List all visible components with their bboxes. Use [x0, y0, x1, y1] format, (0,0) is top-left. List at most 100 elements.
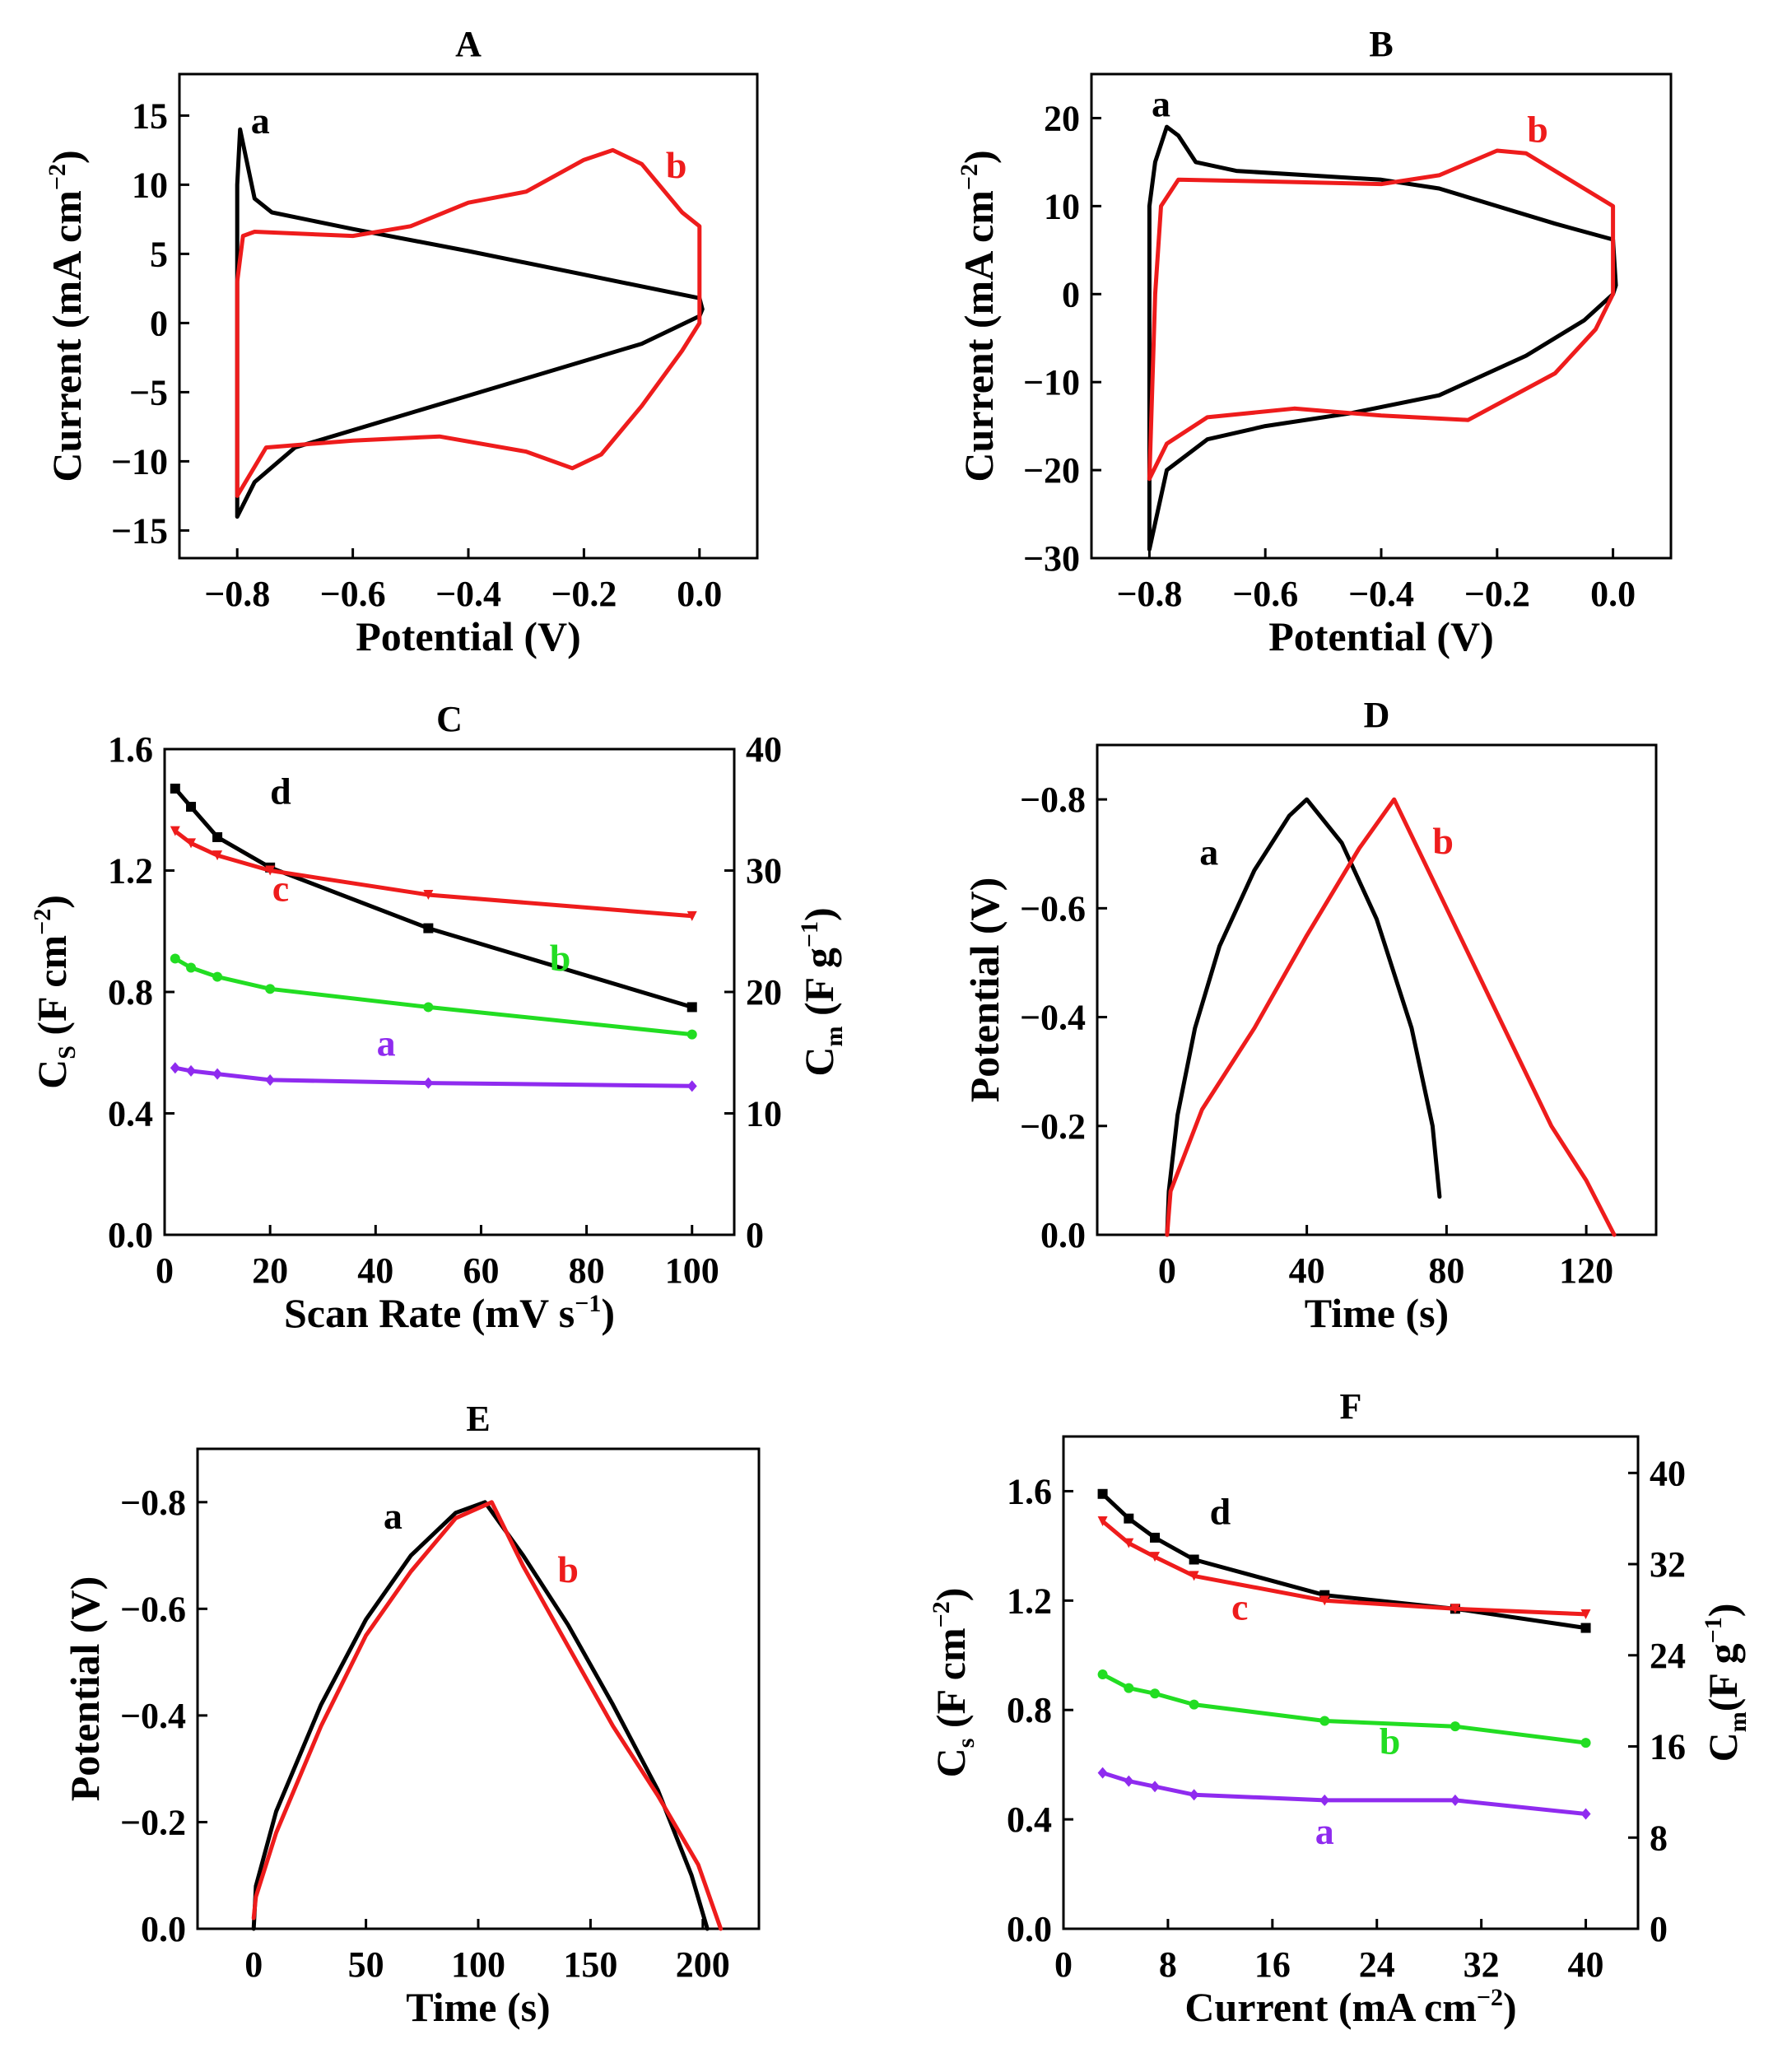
panel-b: B −0.8 −0.6 −0.4 −0.2 0.0 −30 −20 −10 0 10 20 Potent… — [956, 24, 1673, 659]
x-tick-label: 40 — [1568, 1944, 1604, 1985]
x-axis-label: Time (s) — [1305, 1290, 1449, 1336]
y-tick-label: 0.0 — [1007, 1909, 1052, 1949]
data-point-d — [1189, 1554, 1199, 1565]
y2-tick-label: 8 — [1650, 1818, 1668, 1858]
x-tick-label: −0.6 — [320, 574, 386, 614]
series-label-b: b — [557, 1548, 579, 1590]
x-tick-label: 24 — [1359, 1944, 1395, 1985]
data-point-c — [1124, 1538, 1134, 1548]
y-axis-label: Current (mA cm−2) — [956, 150, 1002, 482]
series-a: a — [251, 1495, 710, 1931]
x-tick-label: 80 — [1428, 1250, 1464, 1291]
series-line-b — [173, 956, 695, 1037]
series-a: a — [235, 100, 705, 519]
series-b: b — [1097, 1669, 1591, 1762]
series-line-a — [235, 127, 705, 519]
y-tick-label: −0.4 — [1020, 998, 1086, 1038]
x-tick-label: 20 — [252, 1250, 288, 1291]
y2-tick-label: 16 — [1650, 1727, 1686, 1767]
y-axis-label: Cs (F cm−2) — [928, 1588, 980, 1778]
x-axis-label: Current (mA cm−2) — [1184, 1984, 1516, 2030]
y-tick-label: 0.8 — [1007, 1690, 1052, 1730]
series-label-a: a — [377, 1022, 396, 1064]
x-tick-label: 80 — [569, 1250, 605, 1291]
series-label-c: c — [1231, 1586, 1248, 1628]
y-tick-label: −0.6 — [120, 1589, 186, 1629]
data-point-c — [265, 865, 276, 876]
data-point-b — [1319, 1716, 1330, 1726]
x-tick-label: 0.0 — [1590, 574, 1636, 614]
data-point-a — [1319, 1794, 1330, 1806]
series-label-d: d — [270, 770, 291, 812]
y-tick-label: −15 — [111, 510, 168, 551]
data-point-a — [265, 1073, 276, 1086]
chart-title: F — [1340, 1386, 1362, 1427]
series-a: a — [1097, 1767, 1591, 1852]
x-axis-label: Time (s) — [406, 1984, 550, 2030]
data-point-c — [1319, 1595, 1330, 1606]
plot-frame — [1062, 1435, 1640, 1930]
series-label-b: b — [1527, 108, 1548, 150]
y2-tick-label: 10 — [746, 1094, 782, 1134]
series-label-a: a — [251, 100, 270, 142]
x-tick-label: 8 — [1159, 1944, 1177, 1985]
x-tick-label: −0.4 — [435, 574, 501, 614]
y-tick-label: −10 — [1023, 362, 1080, 403]
data-point-c — [212, 850, 223, 861]
series-b: b — [251, 1500, 724, 1931]
series-line-a — [1101, 1771, 1588, 1816]
y-axis-label: CS (F cm−2) — [29, 895, 81, 1089]
series-label-b: b — [1380, 1720, 1401, 1762]
panel-f: F 0 8 16 24 32 40 0.0 0.4 0.8 1.2 1.6 0 8 16 24 32 40 Curr… — [928, 1386, 1752, 2030]
series-line-a — [173, 1065, 695, 1088]
y-tick-label: 10 — [1044, 186, 1080, 226]
series-c: c — [170, 826, 697, 921]
y-tick-label: −0.2 — [120, 1802, 186, 1842]
series-line-c — [1101, 1519, 1588, 1617]
data-point-b — [265, 984, 276, 994]
chart-title: D — [1364, 695, 1390, 735]
series-b: b — [235, 144, 702, 498]
y2-axis-label: Cm(F g−1) — [1700, 1604, 1752, 1762]
data-point-b — [423, 1002, 434, 1013]
x-tick-label: 0 — [156, 1250, 174, 1291]
series-a: a — [1147, 82, 1618, 552]
data-point-b — [170, 953, 180, 964]
y2-tick-label: 24 — [1650, 1636, 1686, 1676]
series-a: a — [170, 1022, 697, 1092]
series-label-a: a — [1199, 831, 1218, 873]
series-b: b — [1165, 797, 1617, 1237]
data-point-a — [1097, 1767, 1108, 1779]
data-point-b — [1097, 1669, 1108, 1680]
y2-tick-label: 32 — [1650, 1544, 1686, 1585]
y2-tick-label: 20 — [746, 972, 782, 1013]
data-point-c — [1150, 1552, 1161, 1562]
x-tick-label: −0.2 — [551, 574, 617, 614]
series-b: b — [1147, 108, 1616, 482]
y-tick-label: −30 — [1023, 538, 1080, 579]
x-tick-label: 0 — [244, 1944, 263, 1985]
x-tick-label: −0.8 — [204, 574, 270, 614]
data-point-a — [1124, 1775, 1134, 1787]
data-point-a — [1189, 1789, 1199, 1801]
x-axis-label: Scan Rate (mV s−1) — [284, 1290, 615, 1336]
y-tick-label: 0.4 — [1007, 1800, 1052, 1840]
data-point-c — [1189, 1571, 1199, 1581]
data-point-c — [170, 826, 180, 836]
x-tick-label: 40 — [357, 1250, 393, 1291]
series-line-b — [235, 147, 702, 498]
panel-a: A −0.8 −0.6 −0.4 −0.2 0.0 −15 −10 −5 0 5 10 15 Potent… — [44, 24, 759, 659]
x-tick-label: 100 — [665, 1250, 719, 1291]
panel-d: D 0 40 80 120 0.0 −0.2 −0.4 −0.6 −0.8 Time (s) Pote… — [961, 695, 1658, 1336]
plot-frame — [1090, 72, 1673, 560]
data-point-b — [1580, 1738, 1591, 1748]
y-tick-label: −0.4 — [120, 1696, 186, 1736]
data-point-b — [212, 971, 223, 982]
x-tick-label: 0 — [1158, 1250, 1176, 1291]
y-tick-label: −10 — [111, 441, 168, 482]
y2-tick-label: 0 — [746, 1215, 764, 1255]
plot-frame — [1096, 743, 1658, 1236]
data-point-d — [423, 923, 434, 934]
data-point-b — [1124, 1683, 1134, 1693]
